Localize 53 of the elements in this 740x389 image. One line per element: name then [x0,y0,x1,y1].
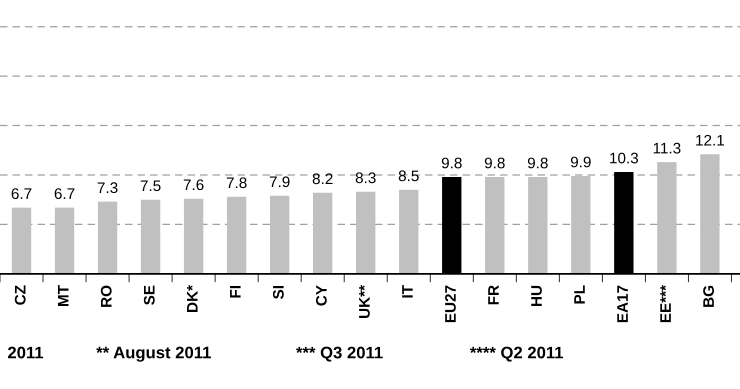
text: ** August 2011 [96,346,211,362]
x-tick-label: PL [574,285,585,304]
bar [700,154,720,274]
x-tick-label: DK* [187,284,198,312]
data-label: 8.2 [312,173,333,184]
data-label: 12.1 [696,134,724,146]
x-tick-label: SI [272,286,284,299]
bar [184,198,204,274]
bar [657,162,677,274]
x-tick-label: MT [58,285,68,306]
bar [399,190,418,274]
x-tick-label: EA17 [617,286,628,322]
bar [12,208,32,274]
bar [571,176,590,274]
data-label: 7.5 [140,180,161,192]
data-label: 7.9 [270,176,290,188]
bar [312,192,332,274]
bar [270,196,290,274]
data-label: 9.8 [528,158,548,168]
x-tick-label: FI [230,286,241,298]
text: *** Q3 2011 [296,346,383,362]
x-tick-label: RO [100,286,112,307]
bar [528,176,548,274]
text: **** Q2 2011 [470,346,564,362]
x-tick-label: IT [402,285,413,298]
data-label: 10.3 [610,152,638,164]
x-tick-label: EE*** [660,284,671,322]
x-tick-label: UK** [359,284,370,318]
data-label: 7.8 [226,177,247,188]
bar [98,202,118,274]
data-label: 6.7 [12,188,32,200]
bar [485,176,504,274]
data-label: 6.7 [54,188,74,200]
bar [140,200,160,274]
x-tick-label: HU [531,286,542,306]
text: 2011 [8,346,44,358]
x-tick-label: CY [316,285,327,306]
bar [356,192,376,274]
data-label: 7.3 [98,182,118,194]
x-tick-label: SE [144,286,155,305]
x-tick-label: FR [488,285,499,304]
x-tick-label: CZ [14,285,26,305]
bar [226,196,246,274]
data-label: 8.3 [356,172,376,184]
data-label: 9.8 [442,158,462,168]
x-tick-label: EU27 [445,286,456,322]
data-label: 9.9 [570,156,591,168]
data-label: 11.3 [654,142,680,154]
data-label: 8.5 [398,170,419,182]
data-label: 7.6 [184,179,204,190]
data-label: 9.8 [484,158,505,168]
bar [54,208,74,274]
x-tick-label: BG [703,286,714,307]
